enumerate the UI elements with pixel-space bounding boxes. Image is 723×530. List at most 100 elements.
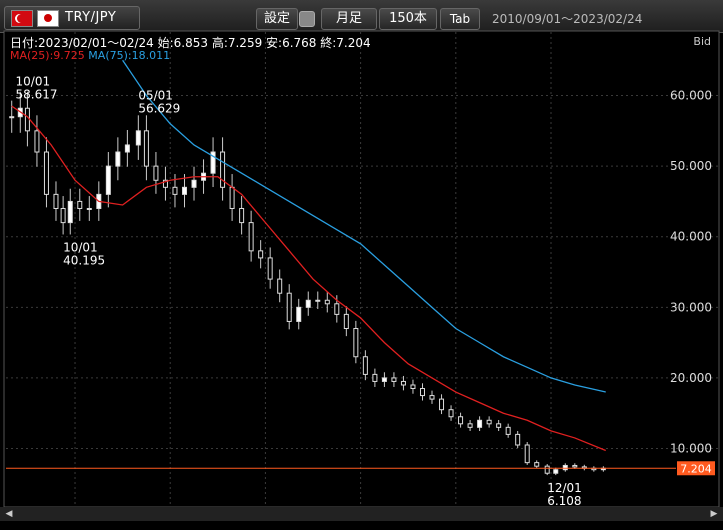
toolbar: TRY/JPY 設定 月足 150本 Tab 2010/09/01～2023/0…	[0, 0, 723, 33]
annotation-date: 10/01	[16, 74, 51, 88]
candle-body	[105, 165, 111, 195]
candle-body	[486, 419, 492, 425]
candle-body	[229, 186, 235, 209]
candle-body	[43, 151, 49, 195]
y-axis: 60.000 50.000 40.000 30.000 20.000 10.000	[670, 89, 712, 456]
candle-body	[143, 130, 149, 167]
scroll-left-icon[interactable]: ◀	[5, 509, 13, 519]
candle-body	[153, 165, 159, 181]
japan-flag-icon	[37, 10, 59, 27]
candle-body	[496, 423, 502, 428]
candle-body	[572, 464, 578, 468]
candle-body	[162, 179, 168, 188]
ma-legend: MA(25):9.725 MA(75):18.011	[10, 49, 170, 62]
candle-body	[210, 151, 216, 174]
candle-body	[515, 433, 521, 446]
candle-body	[258, 250, 264, 259]
candle-body	[505, 426, 511, 435]
y-tick-label: 60.000	[670, 89, 712, 103]
candle-body	[553, 469, 559, 474]
candle-body	[315, 299, 321, 302]
y-tick-label: 30.000	[670, 300, 712, 314]
y-tick-label: 10.000	[670, 442, 712, 456]
candle-body	[220, 151, 226, 188]
candle-body	[286, 292, 292, 322]
chart-series: 7.204	[6, 59, 715, 476]
candle-body	[239, 207, 245, 224]
ma75-legend: MA(75):18.011	[88, 49, 171, 62]
candle-body	[296, 306, 302, 322]
candle-body	[372, 373, 378, 382]
settings-button[interactable]: 設定	[256, 8, 298, 30]
tab-button[interactable]: Tab	[440, 8, 480, 30]
candle-body	[544, 465, 550, 474]
candle-body	[381, 377, 387, 382]
candle-body	[67, 200, 73, 224]
candle-body	[191, 179, 197, 188]
candle-body	[77, 200, 83, 209]
y-tick-label: 20.000	[670, 371, 712, 385]
candle-body	[9, 116, 15, 119]
candle-body	[467, 423, 473, 428]
candle-body	[135, 130, 141, 146]
candle-body	[362, 356, 368, 375]
candle-body	[353, 328, 359, 358]
ohlc-info: 日付:2023/02/01～02/24 始:6.853 高:7.259 安:6.…	[10, 36, 371, 50]
currency-pair-label: TRY/JPY	[65, 10, 117, 25]
candle-body	[248, 222, 254, 252]
bid-label: Bid	[693, 35, 711, 48]
candle-body	[334, 303, 340, 315]
chart-frame	[3, 30, 720, 508]
candle-body	[477, 419, 483, 428]
current-price-box	[677, 461, 715, 476]
candle-body	[448, 409, 454, 418]
candle-body	[324, 299, 330, 305]
annotation-value: 6.108	[547, 494, 581, 508]
chart-grid	[6, 32, 719, 505]
candle-body	[439, 398, 445, 411]
ma25-legend: MA(25):9.725	[10, 49, 85, 62]
candle-body	[305, 299, 311, 308]
candle-body	[53, 193, 59, 209]
date-range: 2010/09/01～2023/02/24	[492, 12, 643, 26]
candle-body	[524, 444, 530, 464]
candle-body	[24, 107, 30, 132]
horizontal-scrollbar[interactable]	[0, 507, 723, 521]
scroll-right-icon[interactable]: ▶	[710, 509, 718, 519]
bar-count-button[interactable]: 150本	[379, 8, 437, 30]
candle-body	[34, 130, 40, 153]
annotation-value: 40.195	[63, 253, 105, 267]
period-button[interactable]: 月足	[321, 8, 377, 30]
candle-body	[277, 278, 283, 294]
candle-body	[562, 464, 568, 471]
ma25-line	[11, 105, 606, 452]
annotation-date: 12/01	[547, 481, 582, 495]
candle-body	[60, 207, 66, 224]
candle-body	[181, 186, 187, 195]
candle-body	[400, 380, 406, 386]
candle-body	[124, 144, 130, 153]
candle-body	[429, 395, 435, 400]
annotation-value: 58.617	[16, 87, 58, 101]
annotation-date: 05/01	[138, 88, 173, 102]
candle-body	[458, 416, 464, 425]
annotation-date: 10/01	[63, 240, 98, 254]
y-tick-label: 50.000	[670, 159, 712, 173]
annotation-value: 56.629	[138, 101, 180, 115]
candle-body	[172, 186, 178, 195]
currency-pair-tab[interactable]: TRY/JPY	[4, 6, 140, 30]
candle-body	[343, 313, 349, 330]
settings-toggle[interactable]	[299, 11, 315, 27]
current-price-label: 7.204	[680, 462, 712, 475]
candle-body	[410, 384, 416, 390]
candle-body	[534, 462, 540, 467]
candle-body	[419, 388, 425, 397]
y-tick-label: 40.000	[670, 230, 712, 244]
candle-body	[115, 151, 121, 167]
candle-body	[267, 257, 273, 280]
turkey-flag-icon	[11, 10, 33, 27]
ma75-line	[122, 59, 606, 393]
candle-body	[86, 207, 92, 210]
